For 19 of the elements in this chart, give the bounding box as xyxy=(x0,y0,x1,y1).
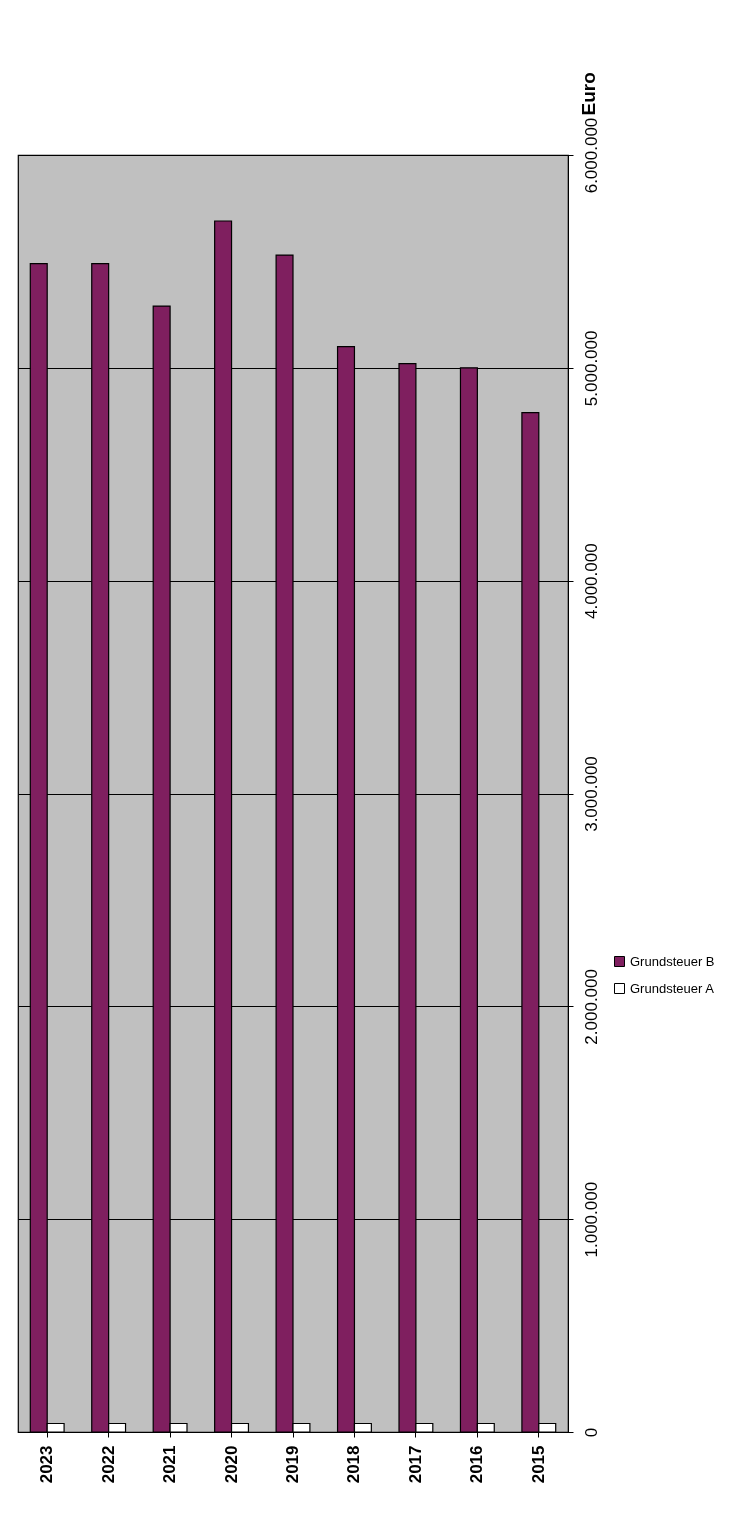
x-tick-label: 2022 xyxy=(98,1445,118,1484)
x-tick-label: 2021 xyxy=(160,1445,180,1484)
x-tick-label: 2017 xyxy=(405,1445,425,1484)
x-tick-label: 2018 xyxy=(344,1445,364,1484)
x-tick-label: 2020 xyxy=(221,1445,241,1484)
x-tick-label: 2023 xyxy=(37,1445,57,1484)
y-tick-label: 4.000.000 xyxy=(581,543,601,619)
y-tick-label: 1.000.000 xyxy=(581,1181,601,1258)
x-tick-label: 2015 xyxy=(528,1445,548,1484)
legend-label: Grundsteuer B xyxy=(630,953,715,969)
legend-label: Grundsteuer A xyxy=(630,980,715,996)
y-tick-label: 6.000.000 xyxy=(581,117,601,194)
x-tick-label: 2019 xyxy=(283,1445,302,1484)
y-tick-label: 5.000.000 xyxy=(581,330,601,407)
y-tick-label: 2.000.000 xyxy=(581,969,601,1045)
y-axis-title: Euro xyxy=(577,72,599,116)
y-tick-label: 0 xyxy=(581,1427,601,1438)
y-tick-label: 3.000.000 xyxy=(581,756,601,832)
x-tick-label: 2016 xyxy=(467,1445,487,1484)
